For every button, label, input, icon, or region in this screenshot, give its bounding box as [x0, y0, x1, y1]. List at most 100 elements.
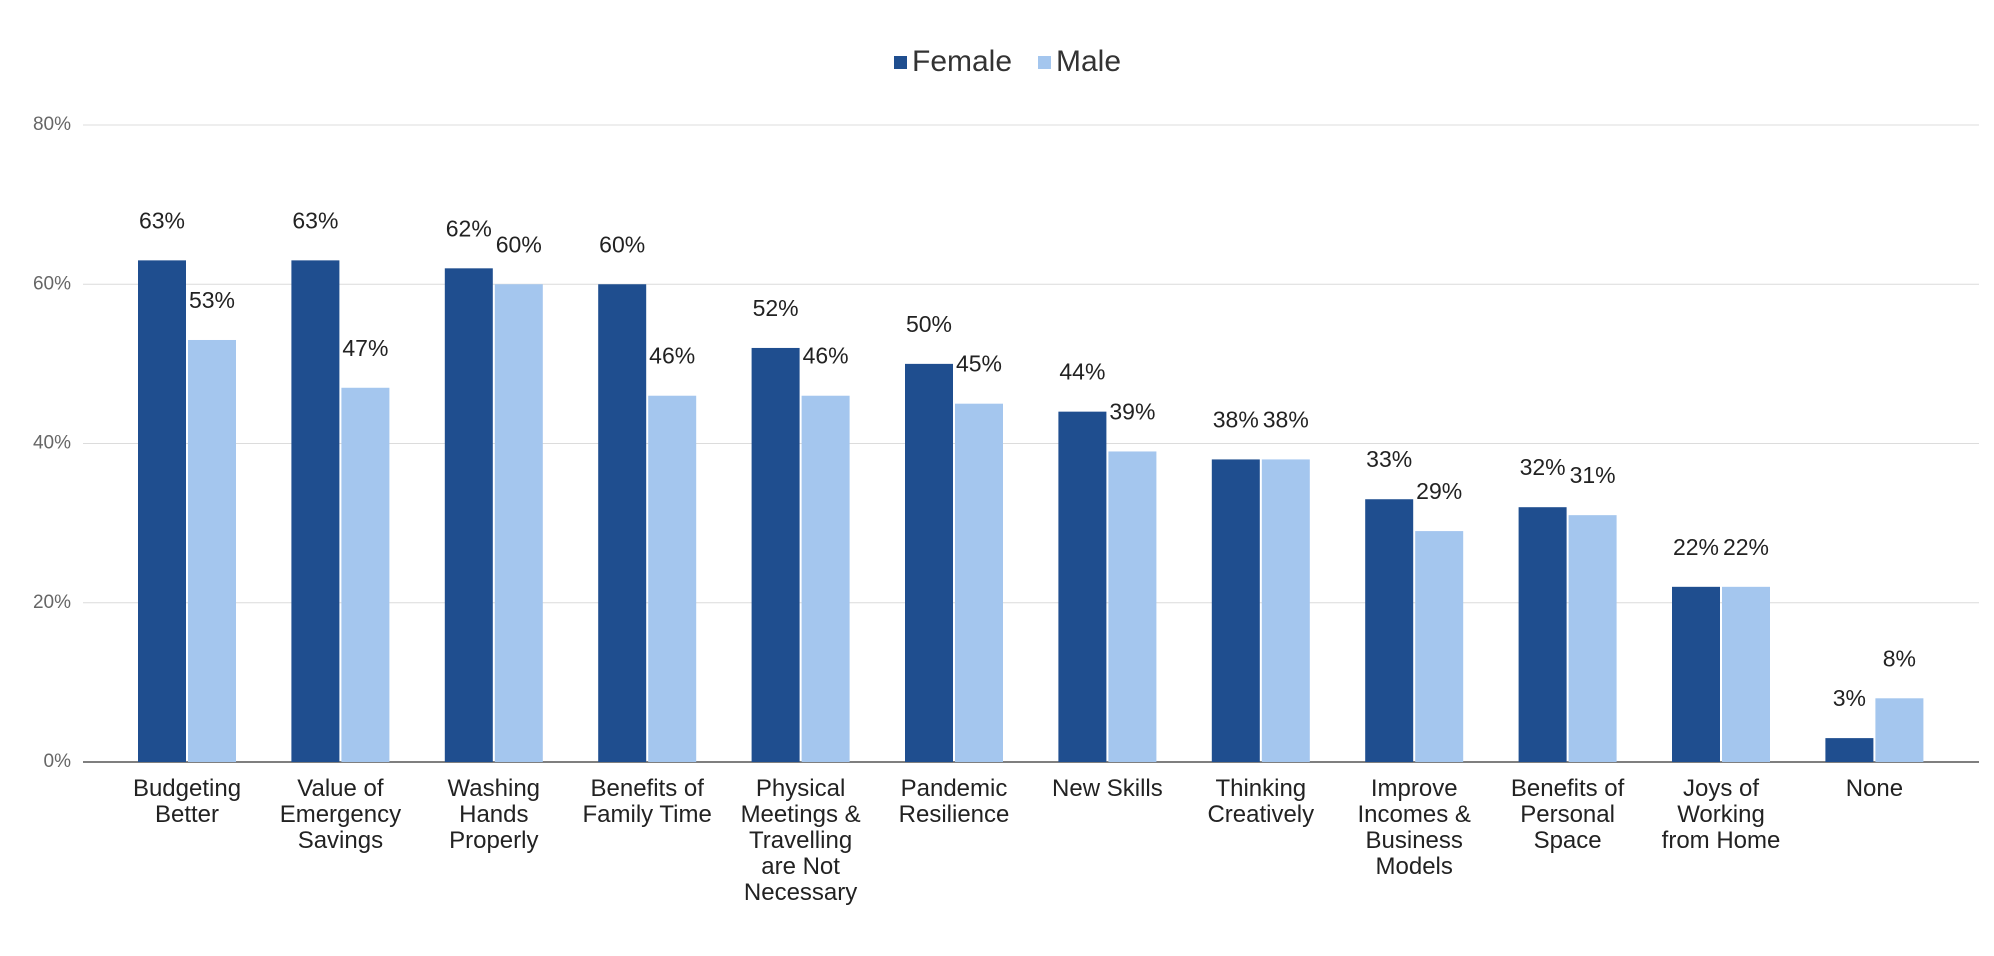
- bar: [1108, 451, 1157, 762]
- bar: [188, 339, 236, 762]
- label-line: Physical: [756, 775, 845, 802]
- label-line: are Not: [761, 853, 840, 880]
- data-label: 3%: [1833, 685, 1866, 711]
- label-line: Personal: [1520, 801, 1615, 828]
- bar: [341, 387, 390, 762]
- label-line: Emergency: [280, 801, 401, 828]
- label-line: Hands: [459, 801, 528, 828]
- label-line: Properly: [449, 827, 538, 854]
- label-line: Necessary: [744, 879, 857, 906]
- data-label: 39%: [1109, 398, 1155, 424]
- label-line: Improve: [1371, 775, 1458, 802]
- y-tick-label: 0%: [44, 751, 72, 772]
- y-tick-label: 20%: [33, 592, 71, 613]
- label-line: Working: [1677, 801, 1765, 828]
- bar: [598, 284, 647, 762]
- label-line: Savings: [298, 827, 383, 854]
- bar: [1211, 459, 1260, 762]
- label-line: Creatively: [1207, 801, 1314, 828]
- bar: [801, 395, 850, 762]
- data-label: 33%: [1366, 446, 1412, 472]
- label-line: Benefits of: [1511, 775, 1625, 802]
- bar: [648, 395, 697, 762]
- data-label: 8%: [1883, 645, 1916, 671]
- label-line: Pandemic: [901, 775, 1008, 802]
- data-label: 63%: [139, 207, 185, 233]
- label-line: Incomes &: [1358, 801, 1471, 828]
- label-line: Budgeting: [133, 775, 241, 802]
- bar: [1518, 507, 1567, 762]
- label-line: Family Time: [583, 801, 712, 828]
- label-line: Thinking: [1215, 775, 1306, 802]
- x-tick-label: Physical Meetings & Travelling are Not Neces…: [741, 775, 861, 906]
- data-label: 45%: [956, 351, 1002, 377]
- bar: [1875, 698, 1924, 762]
- label-line: from Home: [1662, 827, 1781, 854]
- data-label: 60%: [599, 231, 645, 257]
- data-label: 46%: [803, 343, 849, 369]
- label-line: Better: [155, 801, 219, 828]
- label-line: Travelling: [749, 827, 852, 854]
- bar: [291, 260, 340, 762]
- bar: [1722, 586, 1770, 762]
- label-line: Models: [1376, 853, 1453, 880]
- data-label: 22%: [1673, 534, 1719, 560]
- data-label: 22%: [1723, 534, 1769, 560]
- bar: [1568, 515, 1617, 762]
- bar: [444, 268, 493, 762]
- x-tick-label: Improve Incomes & Business Models: [1358, 775, 1471, 880]
- x-tick-label: Washing Hands Properly: [448, 775, 540, 854]
- y-tick-label: 80%: [33, 114, 71, 135]
- label-line: New Skills: [1052, 775, 1163, 802]
- x-tick-label: Value of Emergency Savings: [280, 775, 401, 854]
- data-label: 62%: [446, 215, 492, 241]
- bar: [955, 403, 1003, 762]
- y-tick-label: 60%: [33, 273, 71, 294]
- x-tick-label: Joys of Working from Home: [1662, 775, 1781, 854]
- data-label: 53%: [189, 287, 235, 313]
- data-label: 60%: [496, 231, 542, 257]
- bar: [494, 284, 543, 762]
- x-tick-label: Benefits of Family Time: [583, 775, 712, 828]
- x-tick-label: None: [1846, 775, 1903, 802]
- data-label: 46%: [649, 343, 695, 369]
- x-tick-label: Pandemic Resilience: [899, 775, 1010, 828]
- legend-swatch: [1038, 56, 1051, 69]
- data-label: 52%: [753, 295, 799, 321]
- bar: [1261, 459, 1310, 762]
- label-line: None: [1846, 775, 1903, 802]
- label-line: Value of: [297, 775, 384, 802]
- data-label: 47%: [342, 335, 388, 361]
- legend-label: Female: [912, 45, 1012, 78]
- data-label: 31%: [1570, 462, 1616, 488]
- data-label: 32%: [1520, 454, 1566, 480]
- label-line: Washing: [448, 775, 540, 802]
- label-line: Space: [1534, 827, 1602, 854]
- data-label: 38%: [1263, 406, 1309, 432]
- label-line: Joys of: [1683, 775, 1759, 802]
- x-tick-label: Thinking Creatively: [1207, 775, 1314, 828]
- data-label: 29%: [1416, 478, 1462, 504]
- bar: [138, 260, 186, 762]
- data-label: 63%: [292, 207, 338, 233]
- y-tick-label: 40%: [33, 433, 71, 454]
- bar: [905, 363, 953, 762]
- bar: [1672, 586, 1720, 762]
- x-tick-label: Budgeting Better: [133, 775, 241, 828]
- legend-label: Male: [1056, 45, 1121, 78]
- bar: [1825, 738, 1874, 762]
- bar: [1365, 499, 1414, 762]
- bar: [1058, 411, 1107, 762]
- legend-swatch: [894, 56, 907, 69]
- bar: [1415, 531, 1464, 762]
- label-line: Meetings &: [741, 801, 861, 828]
- label-line: Business: [1366, 827, 1463, 854]
- bar: [751, 347, 800, 762]
- x-tick-label: New Skills: [1052, 775, 1163, 802]
- data-label: 44%: [1059, 359, 1105, 385]
- data-label: 50%: [906, 311, 952, 337]
- x-tick-label: Benefits of Personal Space: [1511, 775, 1625, 854]
- data-label: 38%: [1213, 406, 1259, 432]
- label-line: Benefits of: [590, 775, 704, 802]
